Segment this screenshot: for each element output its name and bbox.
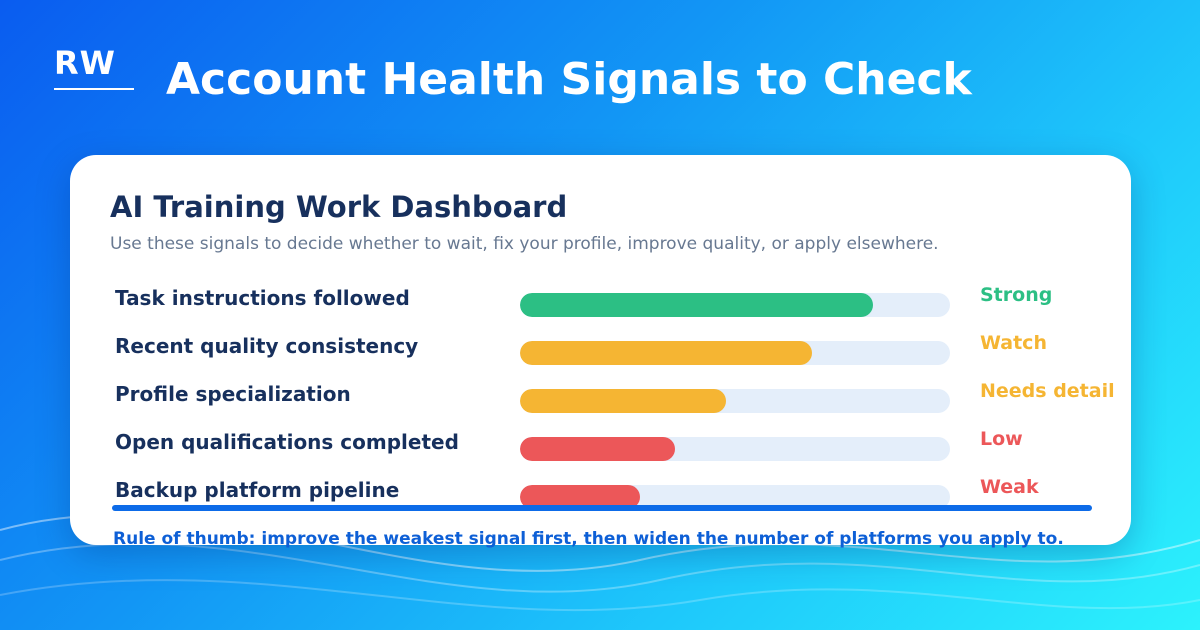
card-subtitle: Use these signals to decide whether to w… [110, 234, 939, 254]
rule-divider [112, 505, 1092, 511]
signal-status: Needs detail [980, 380, 1115, 402]
signal-row-task-instructions: Task instructions followed Strong [115, 283, 1125, 323]
signal-label: Recent quality consistency [115, 334, 419, 358]
signal-status: Strong [980, 284, 1053, 306]
signal-track [520, 389, 950, 413]
rule-of-thumb-text: Rule of thumb: improve the weakest signa… [113, 529, 1064, 549]
logo-text: RW [54, 44, 116, 82]
signal-status: Weak [980, 476, 1039, 498]
signal-fill [520, 293, 873, 317]
signal-track [520, 341, 950, 365]
signal-label: Task instructions followed [115, 286, 410, 310]
signal-status: Low [980, 428, 1023, 450]
card-title: AI Training Work Dashboard [110, 190, 568, 224]
signal-label: Profile specialization [115, 382, 351, 406]
signal-track [520, 437, 950, 461]
dashboard-card: AI Training Work Dashboard Use these sig… [70, 155, 1131, 545]
signal-label: Backup platform pipeline [115, 478, 400, 502]
signal-row-qualifications: Open qualifications completed Low [115, 427, 1125, 467]
signal-fill [520, 437, 675, 461]
logo-underline [54, 88, 134, 90]
signal-row-profile-specialization: Profile specialization Needs detail [115, 379, 1125, 419]
signal-status: Watch [980, 332, 1047, 354]
signal-fill [520, 341, 813, 365]
signal-label: Open qualifications completed [115, 430, 459, 454]
brand-logo: RW [54, 44, 140, 90]
signal-track [520, 293, 950, 317]
signal-row-backup-pipeline: Backup platform pipeline Weak [115, 475, 1125, 515]
signal-fill [520, 389, 727, 413]
signal-row-quality-consistency: Recent quality consistency Watch [115, 331, 1125, 371]
page-title: Account Health Signals to Check [166, 54, 972, 105]
